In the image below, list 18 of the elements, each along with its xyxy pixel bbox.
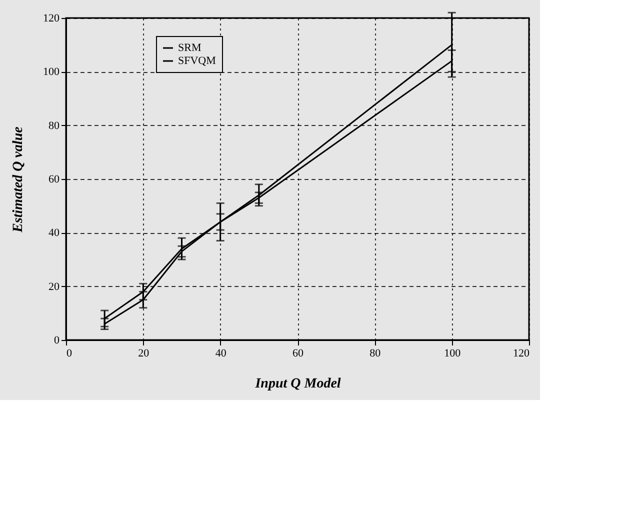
x-tick-label: 40 xyxy=(215,348,227,360)
y-tick-label: 40 xyxy=(48,227,60,240)
y-tick-label: 100 xyxy=(43,66,60,78)
y-tick-label: 20 xyxy=(48,280,60,293)
x-axis-title: Input Q Model xyxy=(254,376,341,392)
x-tick-label: 20 xyxy=(138,348,150,360)
y-tick-label: 60 xyxy=(48,174,60,186)
y-tick-label: 0 xyxy=(54,334,60,346)
x-tick-label: 100 xyxy=(444,348,462,360)
y-axis-title: Estimated Q value xyxy=(11,126,26,234)
x-tick-label: 120 xyxy=(513,348,530,360)
x-tick-label: 60 xyxy=(292,348,304,360)
y-tick-label: 80 xyxy=(48,120,60,132)
x-tick-label: 80 xyxy=(370,348,382,360)
y-tick-label: 120 xyxy=(43,12,60,24)
legend-label: SFVQM xyxy=(178,55,216,67)
legend-label: SRM xyxy=(178,42,202,54)
x-tick-label: 0 xyxy=(66,348,72,360)
